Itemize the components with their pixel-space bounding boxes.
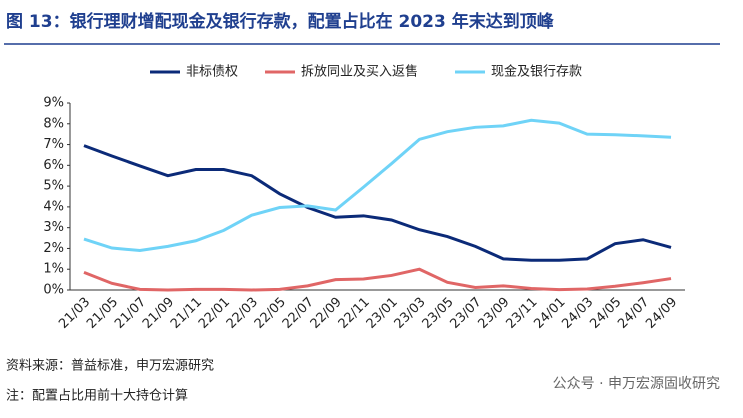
x-tick-label: 23/05 [420,295,457,332]
x-tick-label: 22/01 [196,295,233,332]
y-tick-label: 4% [43,199,64,214]
x-tick-label: 21/11 [168,295,205,332]
x-tick-label: 24/07 [615,295,652,332]
watermark: 公众号 · 申万宏源固收研究 [553,376,720,392]
y-tick-label: 3% [43,220,64,235]
x-tick-label: 23/07 [448,295,485,332]
y-tick-label: 7% [43,137,64,152]
x-tick-label: 24/05 [587,295,624,332]
x-tick-label: 23/03 [392,295,429,332]
x-tick-label: 24/01 [531,295,568,332]
x-tick-label: 24/03 [559,295,596,332]
legend-label: 现金及银行存款 [491,64,582,80]
series-line [83,267,672,292]
x-tick-label: 21/07 [112,295,149,332]
x-tick-label: 22/07 [280,295,317,332]
x-tick-label: 22/03 [224,295,261,332]
x-tick-label: 21/09 [140,295,177,332]
y-tick-label: 2% [43,241,64,256]
source: 资料来源：普益标准，申万宏源研究 [6,359,214,374]
y-tick-label: 6% [43,158,64,173]
x-tick-label: 23/01 [364,295,401,332]
legend-label: 非标债权 [186,64,238,80]
x-tick-label: 23/11 [503,295,540,332]
x-tick-label: 22/05 [252,295,289,332]
legend-label: 拆放同业及买入返售 [301,64,418,80]
x-tick-label: 23/09 [475,295,512,332]
note: 注：配置占比用前十大持仓计算 [6,388,188,404]
x-tick-label: 24/09 [643,295,680,332]
chart-title: 图 13：银行理财增配现金及银行存款，配置占比在 2023 年末达到顶峰 [6,11,555,32]
y-tick-label: 8% [43,116,64,131]
series-line [83,118,672,253]
x-tick-label: 22/11 [336,295,373,332]
x-tick-label: 21/05 [84,295,121,332]
y-tick-label: 0% [43,283,64,298]
y-tick-label: 5% [43,179,64,194]
x-tick-label: 21/03 [56,295,93,332]
series-line [83,144,672,262]
x-tick-label: 22/09 [308,295,345,332]
y-tick-label: 1% [43,262,64,277]
y-tick-label: 9% [43,96,64,111]
